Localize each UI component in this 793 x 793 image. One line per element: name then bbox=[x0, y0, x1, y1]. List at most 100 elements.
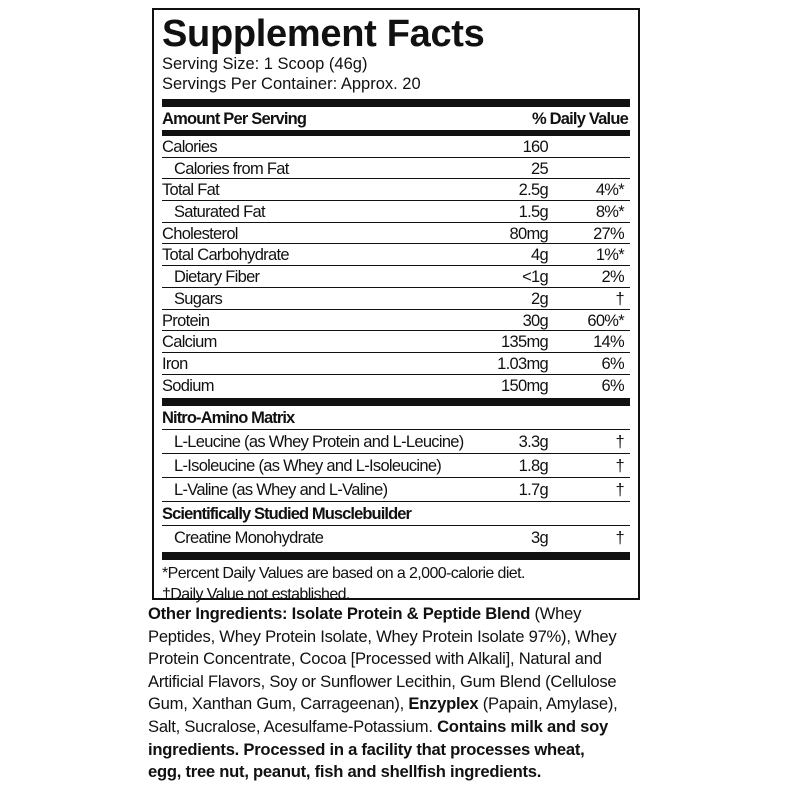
nutrient-name: Protein bbox=[162, 311, 210, 330]
table-row: Dietary Fiber <1g 2% bbox=[162, 266, 630, 288]
ingredients-line: Other Ingredients: Isolate Protein & Pep… bbox=[148, 603, 648, 626]
panel-title: Supplement Facts bbox=[162, 13, 485, 55]
divider bbox=[162, 99, 630, 107]
nutrient-amount: 2.5g bbox=[518, 181, 549, 200]
nutrient-name: Sodium bbox=[162, 376, 214, 395]
nutrient-daily-value: † bbox=[615, 289, 625, 308]
ingredients-text: (Whey bbox=[530, 604, 582, 623]
ingredient-name: L-Leucine (as Whey Protein and L-Leucine… bbox=[174, 433, 464, 452]
ingredients-text: (Papain, Amylase), bbox=[478, 694, 618, 714]
nutrient-name: Cholesterol bbox=[162, 224, 238, 243]
ingredients-line: Protein Concentrate, Cocoa [Processed wi… bbox=[148, 648, 648, 671]
ingredient-daily-value: † bbox=[615, 433, 625, 452]
ingredients-line: Salt, Sucralose, Acesulfame-Potassium. C… bbox=[148, 716, 648, 739]
ingredients-text: Contains milk and soy bbox=[437, 716, 608, 736]
divider bbox=[162, 398, 630, 407]
table-row: L-Leucine (as Whey Protein and L-Leucine… bbox=[162, 430, 630, 455]
ingredients-text: Peptides, Whey Protein Isolate, Whey Pro… bbox=[148, 626, 617, 646]
serving-size: Serving Size: 1 Scoop (46g) bbox=[162, 55, 368, 73]
table-row: Calories from Fat 25 bbox=[162, 158, 630, 180]
footnote: †Daily Value not established. bbox=[162, 586, 350, 604]
ingredients-line: Gum, Xanthan Gum, Carrageenan), Enzyplex… bbox=[148, 693, 648, 716]
ingredients-text: Protein Concentrate, Cocoa [Processed wi… bbox=[148, 649, 602, 669]
nutrient-daily-value: 2% bbox=[601, 268, 625, 287]
nutrient-name: Calories bbox=[162, 138, 218, 156]
nutrient-daily-value: 6% bbox=[601, 354, 625, 373]
ingredient-daily-value: † bbox=[615, 481, 625, 500]
section-title-text: Scientifically Studied Musclebuilder bbox=[162, 505, 412, 524]
table-row: Creatine Monohydrate 3g † bbox=[162, 526, 630, 550]
nutrient-name: Sugars bbox=[174, 289, 223, 308]
ingredient-amount: 3g bbox=[531, 529, 549, 548]
nutrient-name: Calcium bbox=[162, 333, 217, 352]
section-title: Nitro-Amino Matrix bbox=[162, 406, 630, 431]
ingredients-text: egg, tree nut, peanut, fish and shellfis… bbox=[148, 762, 542, 782]
nutrient-amount: 135mg bbox=[501, 333, 549, 352]
ingredient-amount: 1.7g bbox=[518, 481, 549, 500]
ingredients-text: Gum, Xanthan Gum, Carrageenan), bbox=[148, 694, 409, 714]
table-row: Saturated Fat 1.5g 8%* bbox=[162, 201, 630, 223]
table-row: Sodium 150mg 6% bbox=[162, 375, 630, 397]
daily-value-label: % Daily Value bbox=[532, 110, 629, 128]
ingredients-text: Enzyplex bbox=[408, 694, 479, 714]
nutrient-daily-value: 27% bbox=[593, 224, 625, 243]
nutrient-amount: 4g bbox=[531, 246, 549, 265]
table-row: Calories 160 bbox=[162, 136, 630, 158]
servings-per-container: Servings Per Container: Approx. 20 bbox=[162, 75, 421, 93]
ingredients-text: Salt, Sucralose, Acesulfame-Potassium. bbox=[148, 716, 438, 736]
divider bbox=[162, 130, 630, 136]
divider bbox=[162, 552, 630, 561]
ingredient-daily-value: † bbox=[615, 457, 625, 476]
nutrient-amount: 160 bbox=[522, 138, 549, 156]
ingredients-text: Other Ingredients: Isolate Protein & Pep… bbox=[148, 604, 531, 623]
nutrient-name: Total Fat bbox=[162, 181, 220, 200]
table-row: Calcium 135mg 14% bbox=[162, 331, 630, 353]
ingredients-line: egg, tree nut, peanut, fish and shellfis… bbox=[148, 761, 648, 784]
nutrient-amount: 1.03mg bbox=[497, 354, 549, 373]
supplement-facts-panel: Supplement Facts Serving Size: 1 Scoop (… bbox=[152, 8, 640, 603]
nutrient-table: Calories 160 Calories from Fat 25 Total Fat 2… bbox=[162, 136, 630, 396]
ingredients-text: ingredients. Processed in a facility tha… bbox=[148, 739, 585, 759]
footnote: *Percent Daily Values are based on a 2,0… bbox=[162, 565, 525, 583]
table-row: Total Carbohydrate 4g 1%* bbox=[162, 244, 630, 267]
ingredient-name: L-Isoleucine (as Whey and L-Isoleucine) bbox=[174, 457, 442, 476]
nutrient-daily-value: 8%* bbox=[595, 203, 625, 222]
section-title-text: Nitro-Amino Matrix bbox=[162, 409, 295, 428]
nutrient-daily-value: 60%* bbox=[587, 311, 624, 330]
ingredients-line: Artificial Flavors, Soy or Sunflower Lec… bbox=[148, 671, 648, 694]
table-row: Protein 30g 60%* bbox=[162, 310, 630, 332]
table-row: Sugars 2g † bbox=[162, 288, 630, 310]
table-row: Cholesterol 80mg 27% bbox=[162, 223, 630, 245]
nutrient-daily-value: 14% bbox=[593, 333, 625, 352]
nutrient-daily-value: 1%* bbox=[595, 246, 625, 265]
nutrient-amount: 30g bbox=[522, 311, 549, 330]
nutrient-amount: <1g bbox=[522, 268, 549, 287]
nutrient-amount: 1.5g bbox=[518, 203, 549, 222]
nutrient-name: Saturated Fat bbox=[174, 203, 266, 222]
ingredient-name: L-Valine (as Whey and L-Valine) bbox=[174, 481, 388, 500]
ingredients-line: Peptides, Whey Protein Isolate, Whey Pro… bbox=[148, 626, 648, 649]
nutrient-amount: 80mg bbox=[509, 224, 549, 243]
table-header: Amount Per Serving % Daily Value bbox=[162, 107, 630, 130]
nutrient-name: Dietary Fiber bbox=[174, 268, 260, 287]
nutrient-amount: 150mg bbox=[501, 376, 549, 395]
nutrient-daily-value: 4%* bbox=[595, 181, 625, 200]
nutrient-daily-value: 6% bbox=[601, 376, 625, 395]
other-ingredients: Other Ingredients: Isolate Protein & Pep… bbox=[148, 603, 648, 784]
ingredient-amount: 3.3g bbox=[518, 433, 549, 452]
ingredient-daily-value: † bbox=[615, 529, 625, 548]
nutrient-name: Total Carbohydrate bbox=[162, 246, 290, 265]
nutrient-amount: 2g bbox=[531, 289, 549, 308]
nutrient-name: Calories from Fat bbox=[174, 159, 289, 178]
blend-sections: Nitro-Amino Matrix L-Leucine (as Whey Pro… bbox=[162, 406, 630, 550]
nutrient-name: Iron bbox=[162, 354, 188, 373]
nutrient-amount: 25 bbox=[531, 159, 549, 178]
ingredient-name: Creatine Monohydrate bbox=[174, 529, 324, 548]
section-title: Scientifically Studied Musclebuilder bbox=[162, 502, 630, 527]
ingredients-text: Artificial Flavors, Soy or Sunflower Lec… bbox=[148, 671, 617, 691]
amount-per-serving-label: Amount Per Serving bbox=[162, 110, 307, 128]
ingredients-line: ingredients. Processed in a facility tha… bbox=[148, 739, 648, 762]
ingredient-amount: 1.8g bbox=[518, 457, 549, 476]
table-row: Total Fat 2.5g 4%* bbox=[162, 179, 630, 202]
table-row: L-Valine (as Whey and L-Valine) 1.7g † bbox=[162, 478, 630, 503]
